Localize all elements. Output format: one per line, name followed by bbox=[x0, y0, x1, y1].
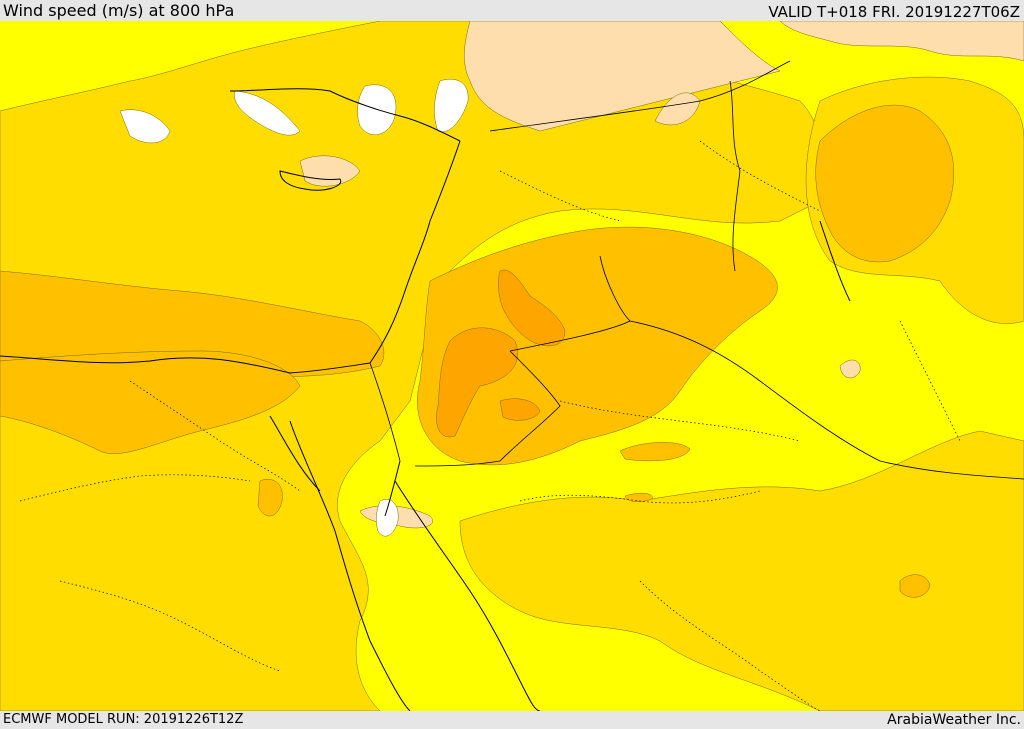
coastline-gulf bbox=[819, 220, 851, 302]
band-high-spot3 bbox=[257, 478, 283, 517]
below-range-2 bbox=[234, 90, 301, 136]
admin-line-6 bbox=[639, 580, 821, 712]
admin-line-1 bbox=[129, 380, 301, 492]
coastline-gulf-suez bbox=[269, 415, 321, 492]
band-high-sinai bbox=[0, 350, 301, 454]
band-higher-north bbox=[498, 269, 566, 347]
coastline-turkey bbox=[229, 88, 461, 142]
border-jordan-saudi bbox=[414, 350, 561, 467]
credit: ArabiaWeather Inc. bbox=[887, 712, 1021, 728]
map-footer: ECMWF MODEL RUN: 20191226T12Z ArabiaWeat… bbox=[0, 711, 1024, 729]
band-high-spot4 bbox=[624, 492, 653, 502]
admin-line-5 bbox=[699, 140, 821, 212]
admin-line-3 bbox=[559, 400, 801, 442]
band-high-spot2 bbox=[899, 574, 931, 598]
band-light-spot1 bbox=[839, 359, 861, 379]
coastline-levant bbox=[369, 140, 461, 364]
border-east-iraq bbox=[729, 80, 741, 272]
admin-line-4 bbox=[519, 490, 761, 504]
map-header: Wind speed (m/s) at 800 hPa VALID T+018 … bbox=[0, 0, 1024, 21]
admin-line-9 bbox=[59, 580, 281, 672]
band-light-ne bbox=[779, 20, 1024, 62]
border-egypt-israel bbox=[369, 362, 401, 462]
below-range-4 bbox=[434, 78, 469, 133]
wind-speed-map bbox=[0, 20, 1024, 712]
band-higher-south bbox=[499, 398, 541, 421]
below-range-1 bbox=[119, 109, 171, 144]
coastline-aqaba bbox=[384, 460, 401, 517]
coastline-north-africa bbox=[0, 355, 371, 374]
band-high-spot1 bbox=[619, 442, 691, 462]
coastline-red-sea-east bbox=[394, 480, 541, 712]
admin-line-8 bbox=[499, 170, 621, 222]
coastline-red-sea-west bbox=[289, 420, 411, 712]
admin-line-2 bbox=[19, 474, 251, 502]
border-jordan-iraq bbox=[509, 255, 631, 352]
coastline-cyprus bbox=[279, 170, 342, 191]
valid-time: VALID T+018 FRI. 20191227T06Z bbox=[768, 3, 1020, 21]
band-high-east bbox=[815, 104, 954, 263]
band-higher-core bbox=[436, 327, 518, 438]
below-range-5 bbox=[376, 499, 399, 537]
border-syria-iraq bbox=[489, 60, 791, 132]
border-iraq-saudi bbox=[629, 320, 1024, 480]
model-run: ECMWF MODEL RUN: 20191226T12Z bbox=[3, 712, 244, 727]
map-title: Wind speed (m/s) at 800 hPa bbox=[3, 1, 235, 20]
band-mid-west bbox=[0, 20, 825, 712]
